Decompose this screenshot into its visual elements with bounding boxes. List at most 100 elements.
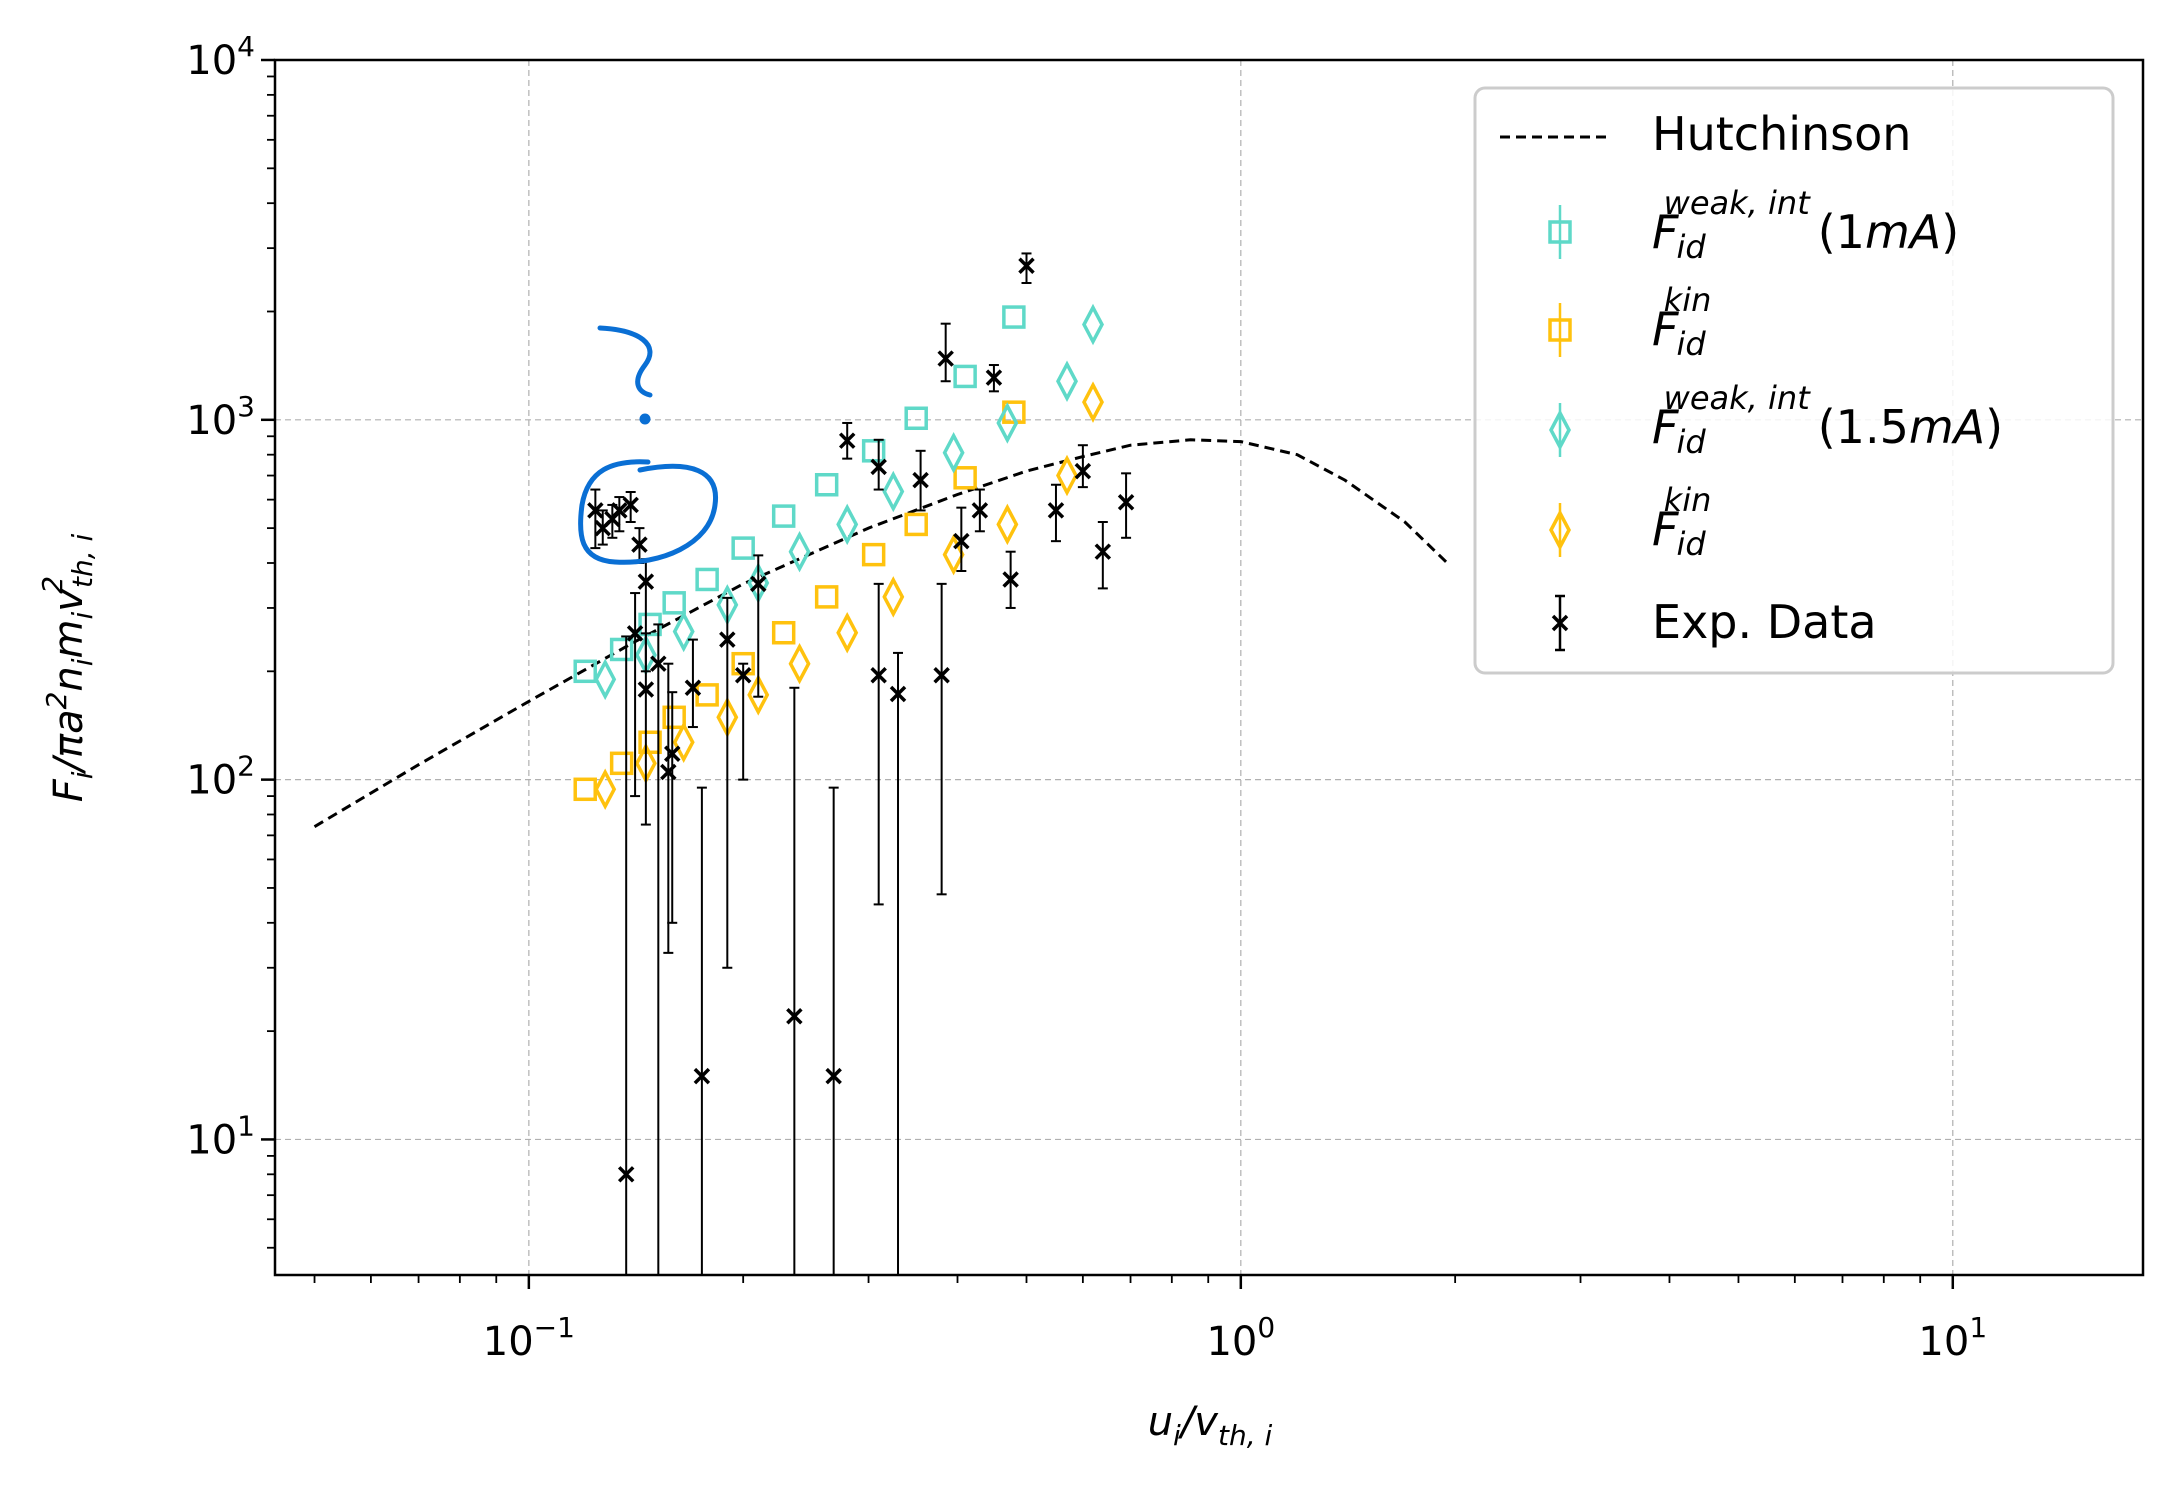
square-point xyxy=(861,542,886,567)
diamond-point xyxy=(1056,454,1078,497)
legend-marker-exp-data xyxy=(1551,614,1569,632)
exp-data-point xyxy=(953,532,970,550)
series-1 xyxy=(573,305,1026,684)
square-point xyxy=(771,620,796,645)
legend-label-exp-data: Exp. Data xyxy=(1652,595,1877,649)
square-point xyxy=(609,751,634,776)
diamond-point xyxy=(788,530,811,573)
legend-marker-kin-15 xyxy=(1549,509,1571,551)
exp-data-point xyxy=(637,681,655,698)
exp-data-point xyxy=(684,679,702,697)
legend: Hutchinson Fidweak, int(1mA) Fidkin Fidw… xyxy=(1473,86,2115,675)
x-tick-label: 10−1 xyxy=(483,1311,575,1365)
exp-data-point xyxy=(1094,543,1112,560)
exp-data-point xyxy=(626,625,644,642)
exp-data-point xyxy=(637,573,655,590)
y-tick-label: 102 xyxy=(186,750,255,804)
exp-data-point xyxy=(631,536,648,553)
exp-data-point xyxy=(587,502,604,519)
square-point xyxy=(953,466,977,490)
series-2 xyxy=(573,400,1026,802)
series-5 xyxy=(587,252,1135,1275)
exp-data-point xyxy=(937,350,954,367)
exp-data-point xyxy=(971,502,989,519)
exp-data-point xyxy=(622,496,639,514)
handwritten-annotation xyxy=(578,325,719,565)
diamond-point xyxy=(942,432,965,474)
y-axis-label: Fi/πa2nimivth, i2 xyxy=(36,533,99,802)
exp-data-point xyxy=(1074,462,1092,480)
grid-lines xyxy=(275,60,2143,1275)
diamond-point xyxy=(1082,381,1104,423)
series-3 xyxy=(594,303,1104,701)
y-tick-label: 103 xyxy=(186,390,255,444)
exp-data-point xyxy=(1047,502,1065,519)
diamond-point xyxy=(836,611,859,654)
square-point xyxy=(573,777,597,802)
legend-label-kin-15: Fidkin xyxy=(1652,481,1711,563)
exp-data-point xyxy=(650,655,667,672)
hutchinson-curve xyxy=(313,438,1449,828)
legend-marker-kin-1 xyxy=(1548,318,1572,342)
square-point xyxy=(662,705,686,730)
x-axis-label: ui/vth, i xyxy=(1148,1399,1273,1452)
square-point xyxy=(861,439,886,463)
exp-data-point xyxy=(719,631,736,648)
diamond-point xyxy=(1056,360,1078,402)
legend-label-weak-15ma: Fidweak, int(1.5mA) xyxy=(1652,379,2003,461)
diamond-point xyxy=(836,503,859,546)
legend-markers xyxy=(1500,135,1610,652)
exp-data-point xyxy=(838,432,856,449)
exp-data-point xyxy=(1002,571,1019,588)
legend-marker-weak-1ma xyxy=(1548,220,1572,244)
x-tick-label: 101 xyxy=(1918,1311,1987,1365)
exp-data-point xyxy=(933,667,950,684)
diamond-point xyxy=(594,768,617,811)
exp-data-point xyxy=(611,502,628,519)
x-tick-label: 100 xyxy=(1206,1311,1275,1365)
exp-data-point xyxy=(889,685,907,703)
diamond-point xyxy=(996,503,1019,546)
exp-data-point xyxy=(870,458,887,476)
diamond-point xyxy=(747,674,770,716)
question-mark-dot xyxy=(639,413,651,425)
legend-marker-weak-15ma xyxy=(1549,409,1571,451)
square-point xyxy=(573,659,597,684)
exp-data-point xyxy=(985,369,1003,386)
legend-label-weak-1ma: Fidweak, int(1mA) xyxy=(1652,184,1959,266)
series-0 xyxy=(313,438,1449,828)
square-point xyxy=(814,472,839,497)
exp-data-point xyxy=(664,745,681,763)
exp-data-point xyxy=(693,1067,711,1085)
circle-annotation xyxy=(578,459,719,565)
legend-label-kin-1: Fidkin xyxy=(1652,281,1711,363)
square-point xyxy=(731,536,755,560)
x-axis: 10−1 100 101 xyxy=(313,1275,1987,1365)
exp-data-point xyxy=(1117,494,1135,511)
diamond-point xyxy=(1082,303,1104,346)
series-4 xyxy=(594,381,1104,811)
square-point xyxy=(771,504,796,528)
legend-label-hutchinson: Hutchinson xyxy=(1652,107,1911,161)
exp-data-point xyxy=(870,667,887,684)
square-point xyxy=(904,512,928,537)
diamond-point xyxy=(788,642,811,685)
y-tick-label: 101 xyxy=(186,1109,255,1163)
diamond-point xyxy=(672,610,695,653)
exp-data-point xyxy=(825,1067,842,1085)
square-point xyxy=(814,585,839,609)
question-mark-stroke xyxy=(597,325,653,398)
y-tick-label: 104 xyxy=(186,30,255,84)
square-point xyxy=(953,364,977,389)
exp-data-point xyxy=(734,667,752,684)
diamond-point xyxy=(882,576,905,618)
diamond-point xyxy=(594,658,617,701)
square-point xyxy=(904,406,928,431)
legend-box xyxy=(1473,86,2115,675)
plot-area xyxy=(313,252,1449,1275)
y-axis: 101 102 103 104 xyxy=(186,30,275,1249)
diamond-point xyxy=(996,402,1019,444)
diamond-point xyxy=(942,533,965,576)
diamond-point xyxy=(882,470,905,513)
